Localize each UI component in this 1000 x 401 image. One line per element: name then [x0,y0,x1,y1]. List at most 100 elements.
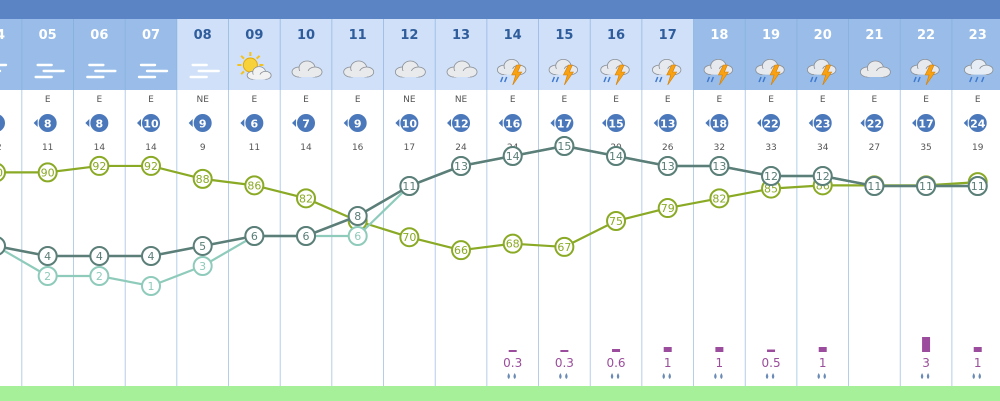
rain-drops-icon [714,373,723,379]
cloud-icon [343,60,375,78]
wind-gust-label: 12 [0,143,2,153]
cloud-part [917,68,933,75]
humidity-label: 92 [92,160,106,173]
rain-drop [720,373,723,379]
humidity-label: 82 [712,192,726,205]
temperature-series: 54445668111314151413131212111111 [0,136,988,266]
wind-speed-dot [968,114,987,132]
wind-direction-label: E [923,95,929,105]
wind-arrow-icon [963,119,968,127]
cloud-icon [394,60,426,78]
humidity-point [657,198,678,219]
cloud-part [350,71,367,77]
hourly-forecast-chart: 0405060708091011121314151617181920212223… [0,19,1000,386]
rain-drop [662,373,665,379]
rain-drops-icon [610,373,620,379]
wind-speed-label: 13 [660,118,675,131]
rain-drop [969,76,973,83]
top-bar [0,0,1000,19]
cloud-part [504,68,520,75]
wind-direction-label: E [303,95,309,105]
humidity-label: 75 [609,215,623,228]
lightning-bolt [924,64,936,86]
wind-speed-dot [503,114,522,132]
wind-arrow-icon [343,119,348,127]
humidity-point [709,188,730,209]
wind-arrow-icon [912,119,917,127]
wind-speed-dot [762,114,781,132]
fog-icon [137,63,169,79]
temperature-point [296,226,317,246]
wind-speed-dot [193,114,212,132]
cloud-icon [859,60,891,78]
rain-drop [706,76,711,83]
feels-like-label: 2 [44,270,51,283]
precip-label: 0.3 [555,356,574,370]
wind-speed-label: 24 [970,118,986,131]
wind-direction-label: E [252,95,258,105]
wind-arrow-icon [292,119,297,127]
storm-icon [910,58,940,86]
hour-label: 23 [969,28,987,43]
wind-direction-label: E [820,95,826,105]
precip-bar [973,347,982,352]
temperature-point [709,156,730,176]
temperature-label: 14 [609,150,623,163]
wind-arrow-icon [137,119,142,127]
rain-drop [920,373,924,379]
hour-header-bg [538,19,591,90]
hour-header-bg [745,19,797,90]
precip-bar [612,349,621,352]
storm-icon [548,58,578,86]
humidity-point [192,168,213,189]
rain-drop [978,373,981,379]
wind-direction-label: NE [403,95,416,105]
rain-drop [972,373,975,379]
hour-label: 08 [194,28,212,43]
lightning-bolt [562,64,574,86]
hour-label: 22 [917,28,935,43]
temperature-label: 4 [148,250,155,263]
wind-arrow-icon [550,119,555,127]
feels-like-label: 3 [199,260,206,273]
precip-label: 1 [819,356,827,370]
wind-speed-label: 16 [505,118,521,131]
rain-drop [551,76,556,83]
humidity-point [244,175,265,196]
wind-direction-label: E [717,95,723,105]
feels-like-point [89,266,110,286]
rain-drop [507,373,510,379]
wind-gust-label: 32 [714,143,725,153]
cloud-part [710,68,726,75]
temperature-label: 11 [867,180,881,193]
temperature-point [347,206,368,226]
feels-like-point [141,276,162,296]
wind-speed-label: 22 [867,118,882,131]
temperature-point [399,176,420,196]
rain-drop [814,76,818,83]
wind-arrow-icon [240,119,245,127]
humidity-label: 82 [299,192,313,205]
lightning-bolt [821,64,833,86]
humidity-label: 86 [247,179,261,192]
hour-header-bg [641,19,694,90]
wind-gust-label: 26 [662,143,674,153]
hour-header-bg [486,19,539,90]
wind-direction-label: NE [196,95,209,105]
rain-drops-icon [920,373,930,379]
cloud-part [659,68,675,75]
rain-drop [555,76,560,83]
temperature-label: 13 [454,160,468,173]
wind-direction-label: E [665,95,671,105]
hour-label: 12 [400,28,418,43]
hour-label: 09 [245,28,263,43]
hour-header-bg [693,19,746,90]
humidity-label: 68 [506,238,520,251]
rain-drop [810,76,814,83]
rain-drop [504,76,508,83]
cloud-part [402,71,419,77]
precip-bar [818,347,827,352]
humidity-point [399,227,420,248]
temperature-label: 8 [354,210,361,223]
hour-header-bg [331,19,384,90]
